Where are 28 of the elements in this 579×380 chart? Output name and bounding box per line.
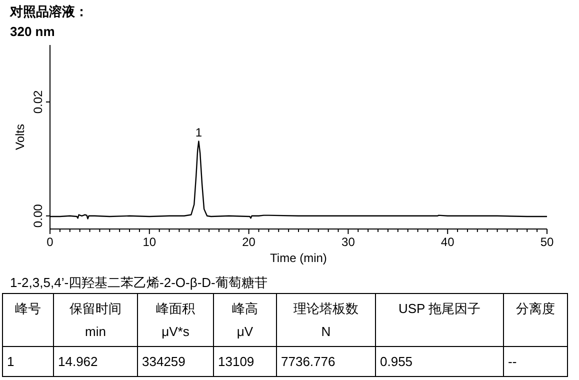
chart-title: 对照品溶液： (9, 4, 88, 19)
x-tick-label: 10 (142, 235, 156, 249)
text: 14.962 (58, 354, 98, 369)
annotation: 1 (195, 125, 202, 140)
y-tick-label: 0.00 (31, 204, 45, 228)
text: 保留时间 min (70, 301, 122, 339)
text: 峰面积 μV*s (156, 301, 195, 339)
text: 理论塔板数 N (294, 301, 358, 339)
text: 1-2,3,5,4’-四羟基二苯乙烯-2-O-β-D-葡萄糖苷 (10, 274, 268, 292)
text: 7736.776 (281, 354, 336, 369)
x-axis-title: Time (min) (270, 251, 327, 265)
y-axis-title: Volts (13, 124, 27, 150)
x-tick-label: 30 (342, 235, 356, 249)
chart-subtitle: 320 nm (10, 24, 55, 39)
text: 峰高 μV (232, 301, 258, 339)
x-tick-label: 40 (440, 235, 455, 249)
x-tick-label: 20 (242, 235, 256, 249)
text: 1 (7, 354, 14, 369)
y-tick-label: 0.02 (31, 90, 45, 114)
text: USP 拖尾因子 (398, 301, 481, 316)
text: 13109 (218, 354, 254, 369)
text: -- (508, 354, 517, 369)
text: 分离度 (516, 301, 555, 316)
text: 334259 (142, 354, 186, 369)
text: 0.955 (380, 354, 413, 369)
x-tick-label: 0 (46, 235, 54, 249)
text: 峰号 (15, 301, 41, 316)
x-tick-label: 50 (540, 235, 554, 249)
